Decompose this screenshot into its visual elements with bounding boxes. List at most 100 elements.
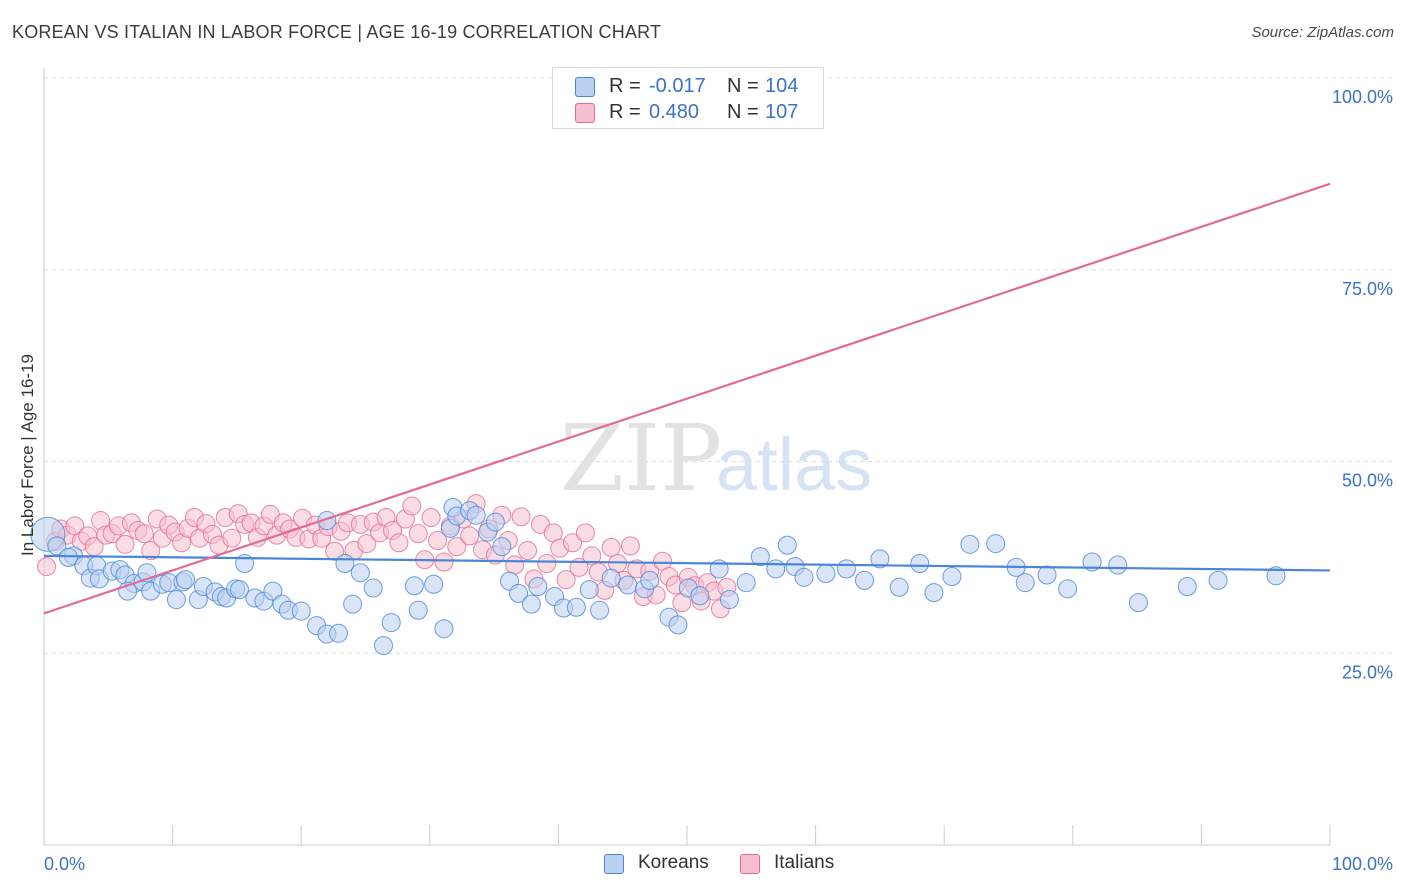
korean-point [47, 536, 67, 556]
korean-point [942, 567, 962, 587]
series-legend: Koreans Italians [0, 852, 1406, 878]
r-label: R = [609, 101, 641, 123]
korean-point [229, 580, 249, 600]
korean-point [175, 570, 195, 590]
chart-title: KOREAN VS ITALIAN IN LABOR FORCE | AGE 1… [12, 22, 662, 42]
korean-point [166, 590, 186, 610]
italian-point [421, 507, 441, 527]
italian-point [575, 523, 595, 543]
italian-point [428, 531, 448, 551]
korean-point [343, 594, 363, 614]
korean-point [1266, 566, 1286, 586]
korean-point [1108, 555, 1128, 575]
korean-point [736, 573, 756, 593]
italian-point [563, 533, 583, 553]
source-label: Source: ZipAtlas.com [1251, 24, 1394, 41]
y-tick-label: 75.0% [1342, 279, 1393, 299]
korean-point [492, 537, 512, 557]
korean-point [668, 615, 688, 635]
korean-point [263, 581, 283, 601]
korean-point [291, 601, 311, 621]
italians-trend-line [43, 182, 1331, 615]
koreans-legend-swatch [604, 854, 624, 874]
n-label: N = [727, 75, 759, 97]
watermark-zip: ZIP [560, 405, 722, 512]
koreans-trend-line [43, 554, 1331, 572]
italian-point [460, 526, 480, 546]
korean-point [317, 511, 337, 531]
italian-point [408, 524, 428, 544]
korean-point [363, 578, 383, 598]
italian-point [537, 554, 557, 574]
korean-point [509, 583, 529, 603]
italian-point [115, 534, 135, 554]
korean-point [374, 636, 394, 656]
n-label: N = [727, 101, 759, 123]
korean-point [766, 559, 786, 579]
korean-point [924, 583, 944, 603]
italian-point [37, 557, 57, 577]
korean-point [719, 590, 739, 610]
x-tick-label: 100.0% [1332, 854, 1393, 874]
korean-point [579, 580, 599, 600]
korean-point [528, 577, 548, 597]
italian-point [357, 534, 377, 554]
korean-point [350, 563, 370, 583]
korean-point [590, 600, 610, 620]
korean-point [1208, 570, 1228, 590]
korean-point [777, 535, 797, 555]
watermark-atlas: atlas [716, 423, 872, 506]
korean-point [466, 505, 486, 525]
korean-point [618, 575, 638, 595]
italian-point [620, 536, 640, 556]
korean-point [836, 559, 856, 579]
korean-point [1082, 552, 1102, 572]
korean-point [1058, 579, 1078, 599]
korean-point [794, 567, 814, 587]
italian-point [511, 507, 531, 527]
korean-point [870, 549, 890, 569]
koreans-swatch [575, 77, 595, 97]
series-koreans [30, 498, 1286, 656]
grid-lines [44, 77, 1392, 654]
korean-point [434, 619, 454, 639]
korean-point [601, 568, 621, 588]
korean-point [566, 597, 586, 617]
y-tick-label: 100.0% [1332, 87, 1393, 107]
y-tick-label: 25.0% [1342, 662, 1393, 682]
r-value: -0.017 [649, 75, 706, 97]
korean-point [816, 563, 836, 583]
r-value: 0.480 [649, 101, 700, 123]
italian-point [325, 541, 345, 561]
italian-point [389, 533, 409, 553]
korean-point [1037, 565, 1057, 585]
korean-point [1015, 573, 1035, 593]
correlation-legend: R = -0.017 N = 104 R = 0.480 N = 107 [552, 67, 824, 129]
korean-point [690, 586, 710, 606]
n-value: 104 [765, 75, 799, 97]
italians-swatch [575, 103, 595, 123]
r-label: R = [609, 75, 641, 97]
italian-point [141, 540, 161, 560]
korean-point [1128, 593, 1148, 613]
y-axis-label: In Labor Force | Age 16-19 [18, 354, 37, 556]
y-tick-label: 50.0% [1342, 471, 1393, 491]
italian-point [222, 528, 242, 548]
italian-point [582, 546, 602, 566]
italian-point [434, 552, 454, 572]
korean-point [910, 554, 930, 574]
italian-point [402, 496, 422, 516]
italian-point [518, 540, 538, 560]
korean-point [381, 613, 401, 633]
trend-lines [43, 182, 1331, 615]
italians-legend-swatch [740, 854, 760, 874]
n-value: 107 [765, 101, 799, 123]
korean-point [1177, 577, 1197, 597]
korean-point [960, 534, 980, 554]
korean-point [750, 547, 770, 567]
korean-point [986, 534, 1006, 554]
korean-point [889, 577, 909, 597]
korean-point [485, 512, 505, 532]
italian-point [447, 537, 467, 557]
